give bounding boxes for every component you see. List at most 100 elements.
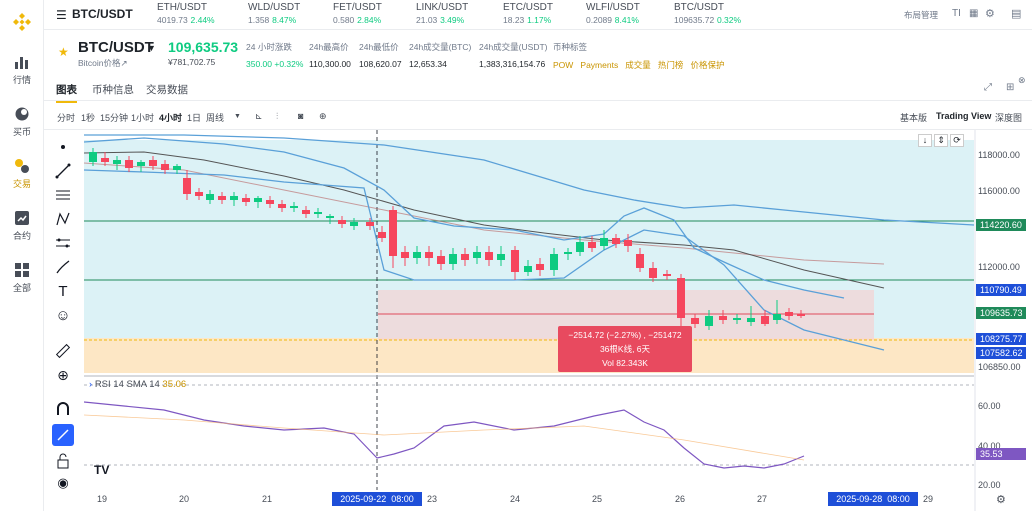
zoom-in-icon[interactable]: ⊕ [57,366,69,383]
pattern-tool-icon[interactable] [52,208,74,230]
candle-body [785,312,793,316]
symbol-title[interactable]: BTC/USDT [78,39,154,56]
close-icon[interactable]: ⊗ [1018,75,1026,85]
price-level-tag: 114220.60 [976,219,1026,231]
candle-body [89,152,97,162]
rsi-sma-line [84,414,805,461]
tab-chart[interactable]: 图表 [56,82,77,103]
refresh-icon[interactable]: ⟳ [950,134,964,147]
candle-body [242,198,250,202]
add-indicator-icon[interactable]: ⊕ [319,111,327,121]
crosshair-dot-icon[interactable] [52,136,74,158]
stat-24h-volume-usdt: 24h成交量(USDT) 1,383,316,154.76 [479,42,548,69]
interval-1d[interactable]: 1日 [187,113,202,123]
candle-body [636,254,644,268]
tab-trading-data[interactable]: 交易数据 [146,84,188,96]
ruler-icon[interactable] [52,340,74,362]
ticker-item[interactable]: WLFI/USDT 0.2089 8.41% [586,2,640,25]
cny-price: ¥781,702.75 [168,57,216,67]
price-axis-label: 118000.00 [978,150,1020,160]
candle-body [113,160,121,164]
layout-grid-icon[interactable]: ⊞ [1006,82,1015,93]
ticker-item[interactable]: BTC/USDT 109635.72 0.32% [674,2,742,25]
sidebar-item-market[interactable]: 行情 [0,54,44,86]
draw-mode-icon[interactable] [52,424,74,446]
candle-body [705,316,713,326]
current-price-tag: 109635.73 [976,307,1026,319]
tradingview-logo: TV [94,463,110,477]
sidebar-item-all[interactable]: 全部 [0,262,44,294]
axis-settings-icon[interactable]: ⚙ [996,494,1006,506]
symbol-dropdown-icon[interactable]: ▼ [147,43,156,53]
candle-body [473,252,481,258]
date-label: 26 [675,494,686,504]
tag-item[interactable]: 热门榜 [657,60,684,70]
ma-line [84,162,885,265]
futures-icon [15,211,29,225]
tag-item[interactable]: 价格保护 [690,60,725,70]
chart-canvas[interactable] [84,130,1032,511]
rsi-collapse-icon[interactable]: › [89,379,93,390]
ticker-item[interactable]: ETC/USDT 18.23 1.17% [503,2,553,25]
view-depth[interactable]: 深度图 [995,113,1023,123]
pair-title[interactable]: BTC/USDT [72,7,133,21]
arrow-down-icon[interactable]: ↓ [918,134,932,147]
tag-item[interactable]: Payments [580,60,619,70]
screenshot-icon[interactable]: ◙ [298,111,304,121]
clipboard-icon[interactable]: ▤ [1011,8,1022,20]
horizontal-lines-icon[interactable] [52,184,74,206]
candle-body [511,250,519,272]
collapse-icon[interactable]: ⇕ [934,134,948,147]
interval-week[interactable]: 周线 [206,113,225,123]
price-chart[interactable]: ↓ ⇕ ⟳ −2514.72 (−2.27%) , −251472 36根K线,… [84,130,1032,511]
candle-body [733,318,741,320]
interval-1h[interactable]: 1小时 [131,113,155,123]
binance-logo[interactable] [12,12,32,37]
eye-icon[interactable]: ◉ [57,475,69,490]
layout-manager-button[interactable]: 布局管理 [904,10,939,20]
candle-body [161,164,169,170]
view-tradingview[interactable]: Trading View [936,111,992,121]
candle-body [663,274,671,276]
fullscreen-icon[interactable]: ⤢ [984,82,992,93]
interval-4h[interactable]: 4小时 [159,113,183,123]
brush-icon[interactable] [52,256,74,278]
indicator-icon[interactable]: ⊾ [255,111,263,121]
candle-type-icon[interactable]: ⫶ [276,111,279,121]
tab-coin-info[interactable]: 币种信息 [92,84,134,96]
pair-menu-icon[interactable]: ☰ [56,8,67,22]
candle-body [183,178,191,194]
grid-layout-icon[interactable]: ▦ [969,8,979,19]
candle-body [218,196,226,200]
candle-body [302,210,310,214]
magnet-icon[interactable] [52,398,74,420]
interval-time[interactable]: 分时 [57,113,76,123]
ticker-item[interactable]: ETH/USDT 4019.73 2.44% [157,2,215,25]
tag-item[interactable]: POW [553,60,574,70]
text-tool-icon[interactable]: T [58,282,68,300]
interval-15m[interactable]: 15分钟 [100,113,129,123]
view-basic[interactable]: 基本版 [900,113,928,123]
symbol-info-bar: ★ BTC/USDT ▼ Bitcoin价格↗ 109,635.73 ¥781,… [44,30,1032,74]
date-label: 23 [427,494,438,504]
tag-item[interactable]: 成交量 [625,60,651,70]
sidebar-item-futures[interactable]: 合约 [0,210,44,242]
measure-tooltip: −2514.72 (−2.27%) , −251472 36根K线, 6天 Vo… [558,326,692,372]
ticker-item[interactable]: WLD/USDT 1.358 8.47% [248,2,301,25]
ticker-item[interactable]: LINK/USDT 21.03 3.49% [416,2,469,25]
settings-gear-icon[interactable]: ⚙ [985,8,995,20]
lock-icon[interactable] [52,450,74,472]
sidebar-item-buy[interactable]: 买币 [0,106,44,138]
interval-1s[interactable]: 1秒 [81,113,96,123]
measure-tool-icon[interactable] [52,232,74,254]
ticker-item[interactable]: FET/USDT 0.580 2.84% [333,2,382,25]
sidebar-item-trade[interactable]: 交易 [0,158,44,190]
interval-dropdown-icon[interactable]: ▼ [234,113,241,120]
candle-body [230,196,238,200]
favorite-star-icon[interactable]: ★ [58,45,69,59]
symbol-subtitle-link[interactable]: Bitcoin价格↗ [78,58,128,68]
emoji-icon[interactable]: ☺ [55,306,71,324]
text-size-icon[interactable]: TI [952,8,961,19]
rsi-line [84,401,805,469]
trend-line-icon[interactable] [52,160,74,182]
